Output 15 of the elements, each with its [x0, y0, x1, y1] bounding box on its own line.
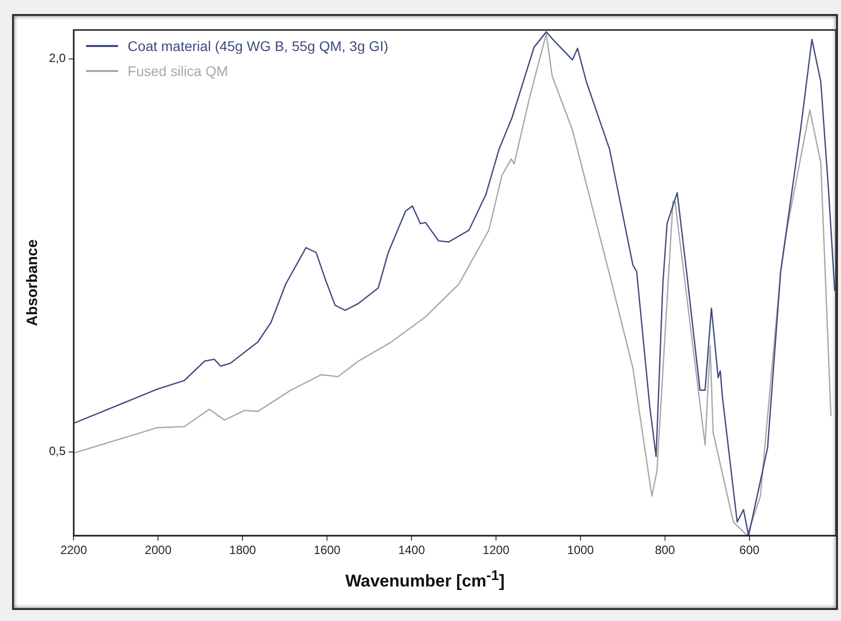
y-tick-label: 2,0 [48, 51, 66, 66]
legend-label: Fused silica QM [128, 63, 228, 79]
x-tick-label: 2200 [60, 543, 88, 558]
y-axis-title: Absorbance [24, 239, 42, 326]
x-tick-label: 1600 [314, 543, 341, 558]
x-tick-label: 600 [739, 543, 760, 558]
x-tick-label: 1200 [482, 543, 510, 558]
y-tick-label: 0,5 [48, 444, 66, 458]
x-tick-label: 2000 [144, 543, 172, 558]
x-tick-label: 1400 [398, 543, 426, 558]
legend-label: Coat material (45g WG B, 55g QM, 3g GI) [128, 38, 388, 54]
x-tick-label: 1000 [567, 543, 594, 558]
x-tick-label: 800 [654, 543, 676, 558]
x-axis-title: Wavenumber [cm$^{-1}$] [344, 568, 506, 592]
x-tick-label: 1800 [229, 543, 256, 558]
